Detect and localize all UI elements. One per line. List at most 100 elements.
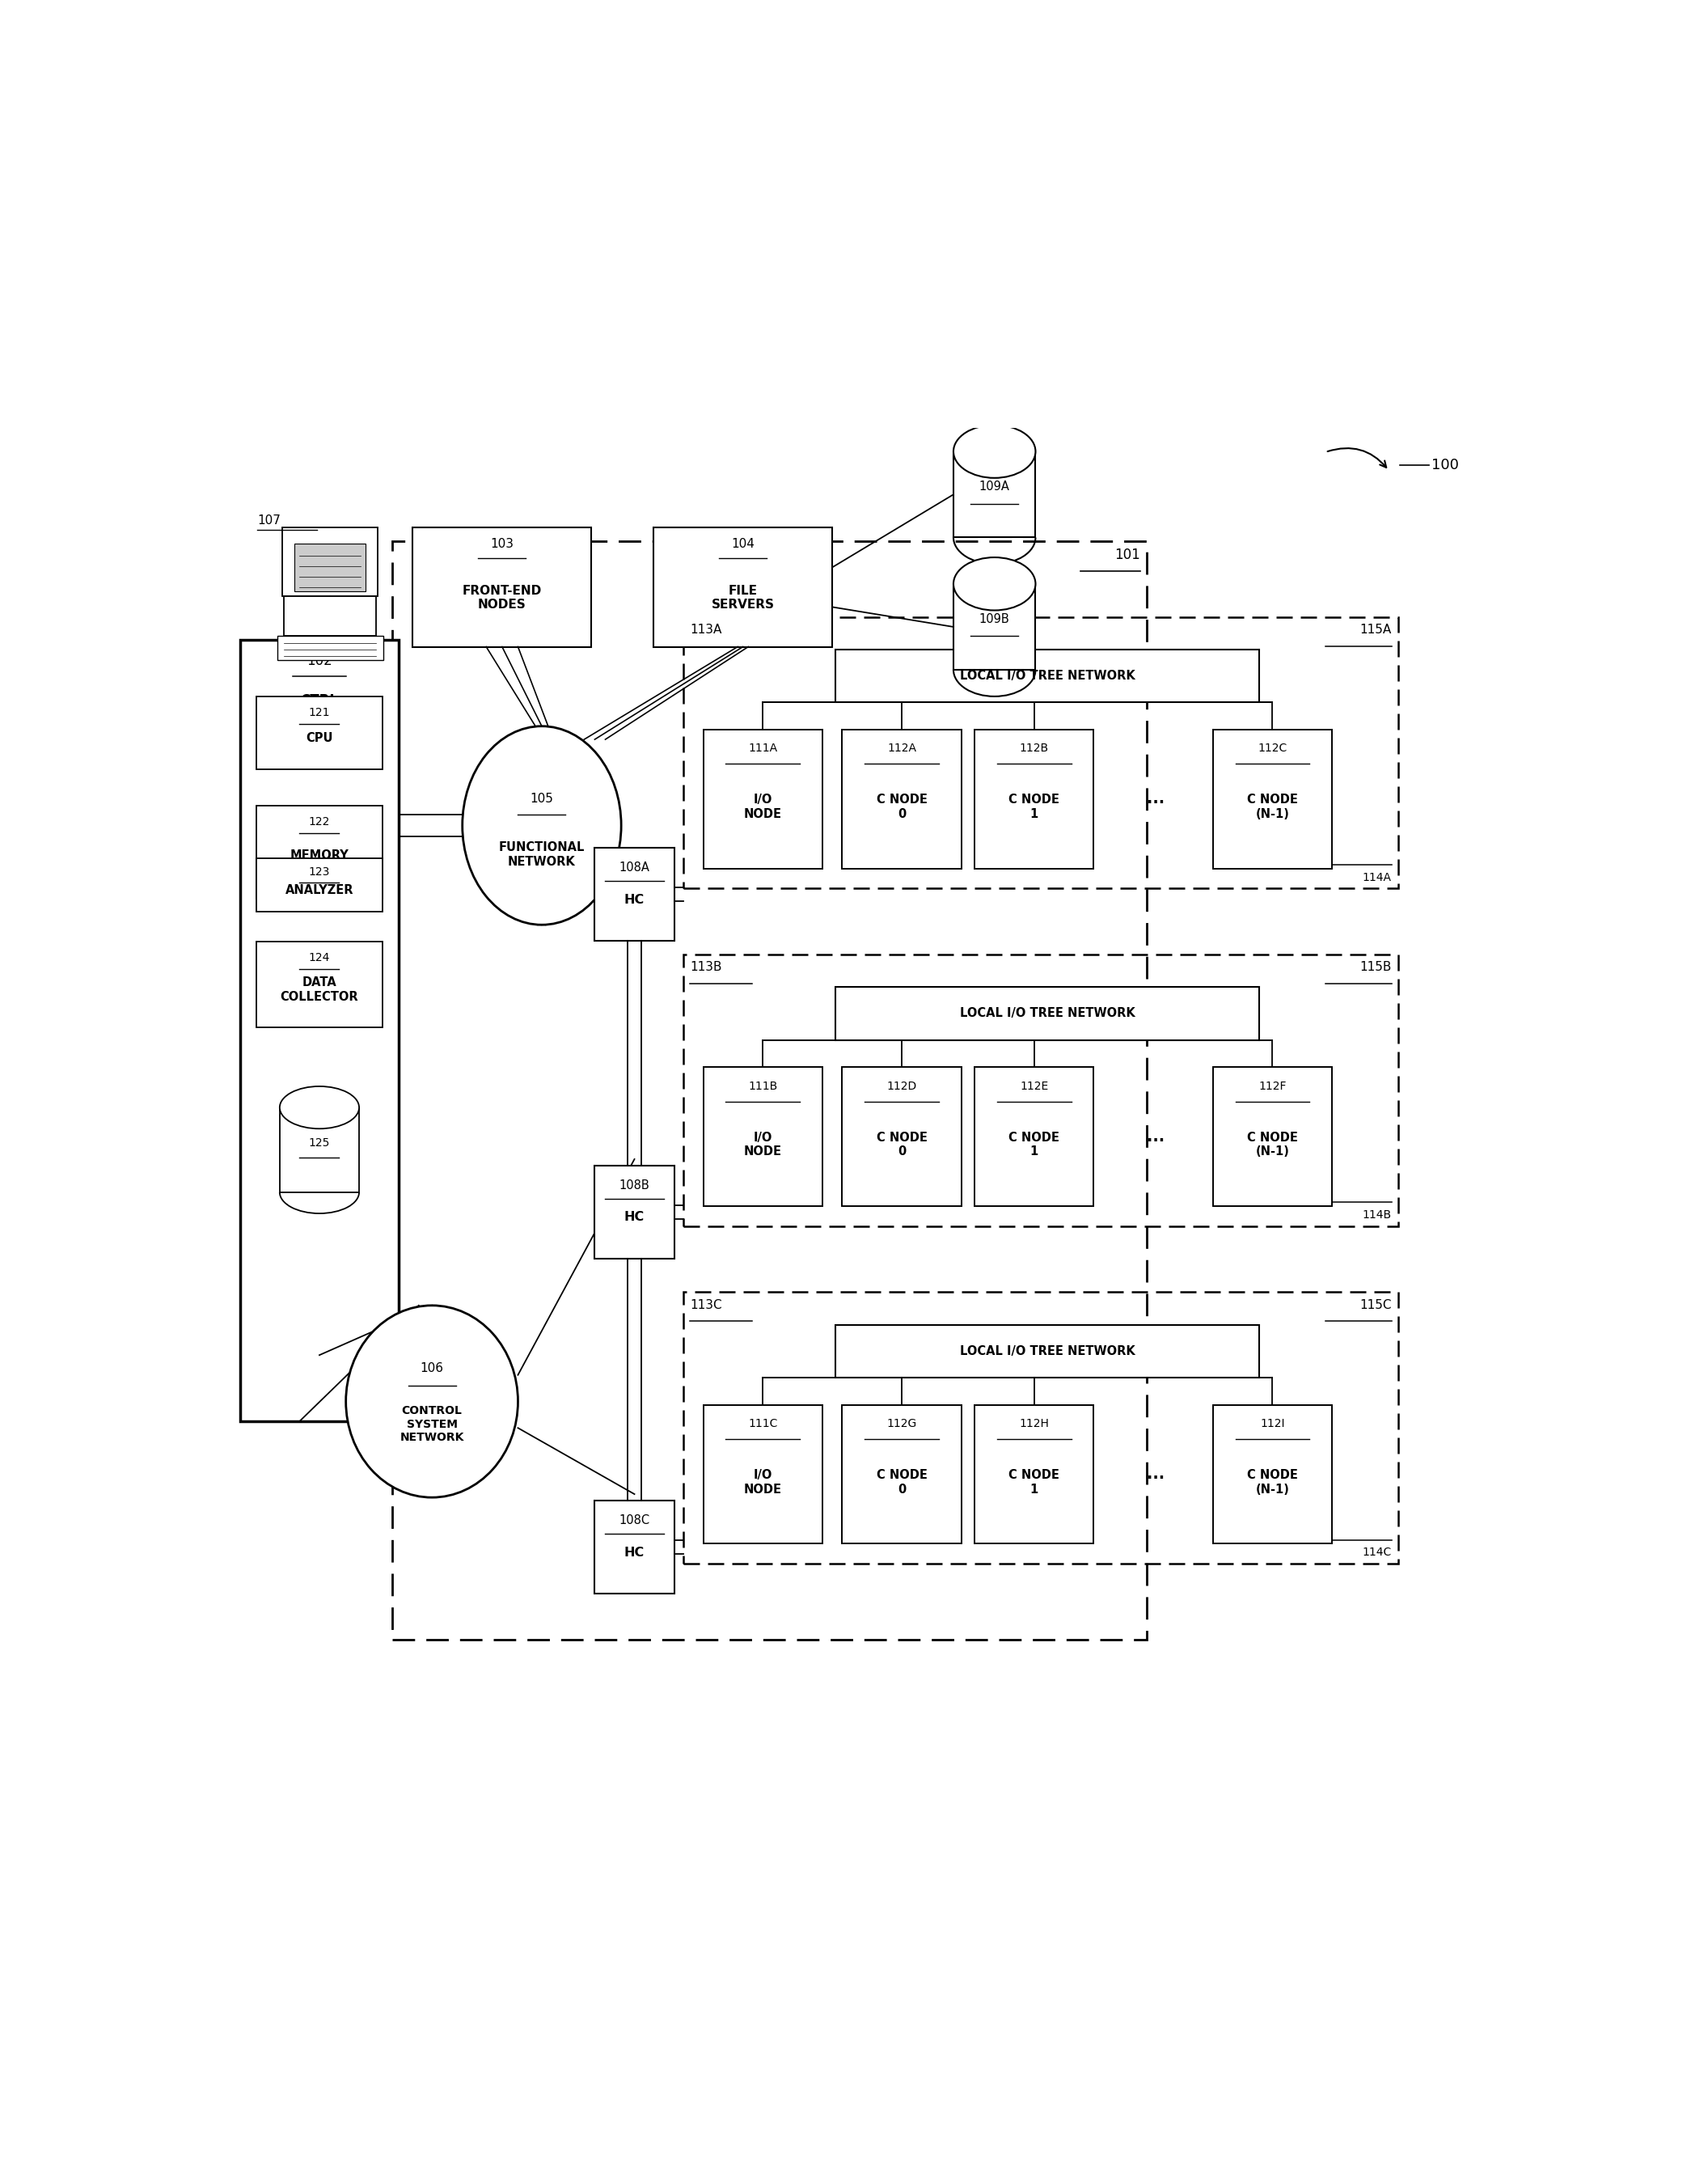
FancyBboxPatch shape xyxy=(284,596,376,637)
Text: 112F: 112F xyxy=(1259,1080,1286,1092)
FancyBboxPatch shape xyxy=(294,544,366,592)
FancyBboxPatch shape xyxy=(704,730,823,868)
Text: MEMORY: MEMORY xyxy=(290,848,348,861)
Text: 112E: 112E xyxy=(1020,1080,1049,1092)
Ellipse shape xyxy=(463,725,622,924)
Text: 104: 104 xyxy=(731,538,755,551)
FancyBboxPatch shape xyxy=(280,1108,359,1192)
FancyBboxPatch shape xyxy=(953,451,1035,538)
Text: ...: ... xyxy=(1148,1129,1165,1144)
Ellipse shape xyxy=(953,425,1035,477)
Text: LOCAL I/O TREE NETWORK: LOCAL I/O TREE NETWORK xyxy=(960,669,1136,682)
FancyBboxPatch shape xyxy=(282,527,377,596)
Text: HC: HC xyxy=(623,1211,644,1224)
FancyBboxPatch shape xyxy=(842,1067,962,1207)
FancyBboxPatch shape xyxy=(835,987,1259,1041)
Text: 111B: 111B xyxy=(748,1080,777,1092)
Text: 114C: 114C xyxy=(1363,1548,1392,1559)
FancyBboxPatch shape xyxy=(842,730,962,868)
Text: 123: 123 xyxy=(309,866,330,879)
FancyBboxPatch shape xyxy=(704,1067,823,1207)
FancyBboxPatch shape xyxy=(1213,1406,1332,1544)
Text: I/O
NODE: I/O NODE xyxy=(743,795,782,820)
Text: C NODE
1: C NODE 1 xyxy=(1009,1131,1059,1157)
FancyBboxPatch shape xyxy=(239,639,400,1421)
FancyBboxPatch shape xyxy=(654,527,832,648)
Text: 112B: 112B xyxy=(1020,743,1049,753)
Ellipse shape xyxy=(280,1086,359,1129)
Text: CPU: CPU xyxy=(306,732,333,745)
FancyBboxPatch shape xyxy=(256,697,383,769)
Text: 102: 102 xyxy=(306,654,333,667)
Text: 115C: 115C xyxy=(1360,1300,1392,1311)
Text: I/O
NODE: I/O NODE xyxy=(743,1131,782,1157)
Text: 105: 105 xyxy=(529,792,553,805)
Text: C NODE
1: C NODE 1 xyxy=(1009,795,1059,820)
Text: 106: 106 xyxy=(420,1362,444,1375)
Text: 112D: 112D xyxy=(886,1080,917,1092)
Text: 113B: 113B xyxy=(690,961,722,974)
FancyBboxPatch shape xyxy=(1213,730,1332,868)
Text: 113A: 113A xyxy=(690,624,722,635)
Text: 115A: 115A xyxy=(1360,624,1392,635)
Text: ...: ... xyxy=(1148,1466,1165,1481)
Text: LOCAL I/O TREE NETWORK: LOCAL I/O TREE NETWORK xyxy=(960,1008,1136,1019)
FancyBboxPatch shape xyxy=(256,941,383,1028)
Text: 121: 121 xyxy=(309,706,330,719)
Text: C NODE
1: C NODE 1 xyxy=(1009,1468,1059,1496)
Text: 115B: 115B xyxy=(1360,961,1392,974)
Text: HC: HC xyxy=(623,894,644,907)
Text: 125: 125 xyxy=(309,1138,330,1149)
Text: 100: 100 xyxy=(1431,458,1459,473)
Text: 109B: 109B xyxy=(979,613,1009,624)
Text: I/O
NODE: I/O NODE xyxy=(743,1468,782,1496)
Text: C NODE
(N-1): C NODE (N-1) xyxy=(1247,1468,1298,1496)
Text: LOCAL I/O TREE NETWORK: LOCAL I/O TREE NETWORK xyxy=(960,1345,1136,1358)
Text: FRONT-END
NODES: FRONT-END NODES xyxy=(463,585,541,611)
FancyBboxPatch shape xyxy=(842,1406,962,1544)
Text: 108C: 108C xyxy=(618,1513,649,1526)
Text: FILE
SERVERS: FILE SERVERS xyxy=(712,585,774,611)
Text: FUNCTIONAL
NETWORK: FUNCTIONAL NETWORK xyxy=(499,842,584,868)
Text: 112I: 112I xyxy=(1261,1418,1284,1429)
Text: C NODE
(N-1): C NODE (N-1) xyxy=(1247,795,1298,820)
FancyBboxPatch shape xyxy=(835,1326,1259,1377)
Text: C NODE
(N-1): C NODE (N-1) xyxy=(1247,1131,1298,1157)
Text: CTRL
SUBSYSTEM: CTRL SUBSYSTEM xyxy=(273,693,366,725)
Text: 122: 122 xyxy=(309,816,330,827)
FancyBboxPatch shape xyxy=(975,730,1093,868)
Text: 112H: 112H xyxy=(1020,1418,1049,1429)
FancyBboxPatch shape xyxy=(256,859,383,911)
Text: 101: 101 xyxy=(1114,548,1141,561)
Text: 113C: 113C xyxy=(690,1300,722,1311)
FancyBboxPatch shape xyxy=(953,583,1035,669)
Ellipse shape xyxy=(953,557,1035,611)
Text: HC: HC xyxy=(623,1546,644,1559)
FancyBboxPatch shape xyxy=(256,805,383,898)
Text: 108B: 108B xyxy=(620,1179,649,1192)
FancyBboxPatch shape xyxy=(1213,1067,1332,1207)
FancyBboxPatch shape xyxy=(594,1166,675,1259)
FancyBboxPatch shape xyxy=(277,637,383,661)
FancyBboxPatch shape xyxy=(835,650,1259,702)
Text: ANALYZER: ANALYZER xyxy=(285,885,354,896)
Text: DATA
COLLECTOR: DATA COLLECTOR xyxy=(280,976,359,1002)
Text: 112C: 112C xyxy=(1257,743,1288,753)
Text: 103: 103 xyxy=(490,538,514,551)
Text: C NODE
0: C NODE 0 xyxy=(876,795,927,820)
FancyBboxPatch shape xyxy=(413,527,591,648)
Text: 114B: 114B xyxy=(1363,1209,1392,1220)
FancyBboxPatch shape xyxy=(594,848,675,941)
Text: 111A: 111A xyxy=(748,743,777,753)
Text: CONTROL
SYSTEM
NETWORK: CONTROL SYSTEM NETWORK xyxy=(400,1406,465,1442)
Text: 124: 124 xyxy=(309,952,330,963)
Text: 108A: 108A xyxy=(618,861,649,874)
Text: 109A: 109A xyxy=(979,481,1009,492)
FancyArrowPatch shape xyxy=(1327,449,1387,469)
FancyBboxPatch shape xyxy=(975,1067,1093,1207)
Ellipse shape xyxy=(345,1306,518,1498)
Text: 112A: 112A xyxy=(886,743,917,753)
Text: C NODE
0: C NODE 0 xyxy=(876,1468,927,1496)
Text: 107: 107 xyxy=(258,514,280,527)
Text: 111C: 111C xyxy=(748,1418,777,1429)
